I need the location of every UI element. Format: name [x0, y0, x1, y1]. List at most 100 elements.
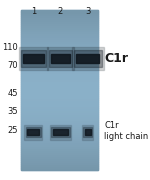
Bar [21, 50, 46, 67]
Bar [21, 122, 98, 124]
Bar [50, 125, 71, 140]
Bar [21, 166, 98, 168]
Bar [21, 10, 98, 170]
Text: 3: 3 [85, 7, 90, 16]
Bar [21, 58, 98, 60]
Bar [21, 16, 98, 18]
Bar [21, 114, 98, 116]
Bar [21, 22, 98, 24]
Text: 2: 2 [58, 7, 63, 16]
Bar [21, 28, 98, 30]
Bar [51, 54, 70, 63]
Bar [21, 40, 98, 42]
Bar [21, 168, 98, 170]
Text: C1r: C1r [104, 52, 128, 65]
Bar [49, 50, 72, 67]
Bar [21, 98, 98, 100]
Bar [21, 92, 98, 94]
Bar [21, 102, 98, 104]
Bar [47, 48, 74, 70]
Bar [21, 38, 98, 40]
Bar [21, 44, 98, 46]
Bar [21, 18, 98, 20]
Bar [21, 52, 98, 54]
Bar [21, 68, 98, 70]
Bar [21, 144, 98, 146]
Bar [21, 60, 98, 62]
Bar [21, 70, 98, 72]
Bar [21, 88, 98, 90]
Bar [21, 64, 98, 66]
Bar [21, 146, 98, 148]
Bar [21, 108, 98, 110]
Bar [21, 158, 98, 160]
Bar [26, 127, 41, 137]
Bar [21, 74, 98, 76]
Bar [21, 66, 98, 68]
Bar [21, 34, 98, 36]
Bar [21, 154, 98, 156]
Bar [21, 56, 98, 58]
Bar [21, 130, 98, 132]
Bar [21, 156, 98, 158]
Text: 70: 70 [7, 61, 18, 70]
Bar [21, 120, 98, 122]
Bar [21, 132, 98, 134]
Bar [21, 12, 98, 14]
Bar [21, 150, 98, 152]
Bar [21, 142, 98, 144]
Bar [21, 118, 98, 120]
Bar [18, 48, 48, 70]
Bar [21, 48, 98, 50]
Bar [74, 50, 102, 67]
Text: 35: 35 [7, 107, 18, 116]
Bar [21, 54, 98, 56]
Bar [21, 20, 98, 22]
Bar [24, 125, 42, 140]
Bar [21, 86, 98, 88]
Bar [82, 125, 93, 140]
Bar [85, 129, 91, 135]
Bar [72, 48, 104, 70]
Bar [21, 32, 98, 34]
Bar [21, 162, 98, 164]
Text: 1: 1 [31, 7, 36, 16]
Bar [21, 164, 98, 166]
Bar [23, 54, 44, 63]
Bar [21, 26, 98, 28]
Bar [21, 106, 98, 108]
Text: 110: 110 [2, 43, 18, 52]
Bar [21, 46, 98, 48]
Bar [51, 127, 69, 137]
Bar [21, 90, 98, 92]
Bar [21, 62, 98, 64]
Bar [21, 134, 98, 136]
Bar [21, 136, 98, 138]
Bar [21, 50, 98, 52]
Bar [53, 129, 68, 135]
Bar [21, 152, 98, 154]
Bar [21, 10, 98, 12]
Bar [21, 110, 98, 112]
Bar [21, 124, 98, 126]
Bar [21, 96, 98, 98]
Bar [83, 127, 92, 137]
Bar [21, 72, 98, 74]
Text: 25: 25 [7, 126, 18, 135]
Bar [21, 140, 98, 142]
Bar [21, 138, 98, 140]
Bar [21, 80, 98, 82]
Bar [21, 14, 98, 16]
Bar [27, 129, 39, 135]
Bar [21, 84, 98, 86]
Text: 45: 45 [7, 89, 18, 98]
Bar [21, 148, 98, 150]
Bar [21, 104, 98, 106]
Bar [21, 36, 98, 38]
Bar [21, 128, 98, 130]
Bar [21, 94, 98, 96]
Bar [21, 30, 98, 32]
Bar [21, 76, 98, 78]
Bar [21, 160, 98, 162]
Bar [21, 42, 98, 44]
